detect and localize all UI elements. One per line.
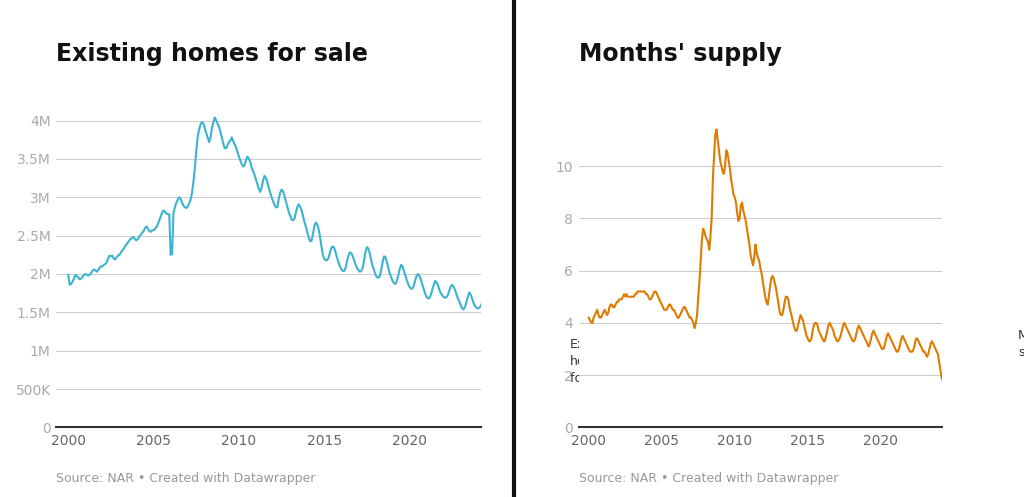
Text: Months' supply: Months' supply [579,42,781,66]
Text: Source: NAR • Created with Datawrapper: Source: NAR • Created with Datawrapper [56,472,315,485]
Text: Existing homes for sale: Existing homes for sale [56,42,369,66]
Text: Months'
supply: Months' supply [1018,329,1024,359]
Text: Source: NAR • Created with Datawrapper: Source: NAR • Created with Datawrapper [579,472,838,485]
Text: Existing
homes
for sale: Existing homes for sale [570,338,620,385]
